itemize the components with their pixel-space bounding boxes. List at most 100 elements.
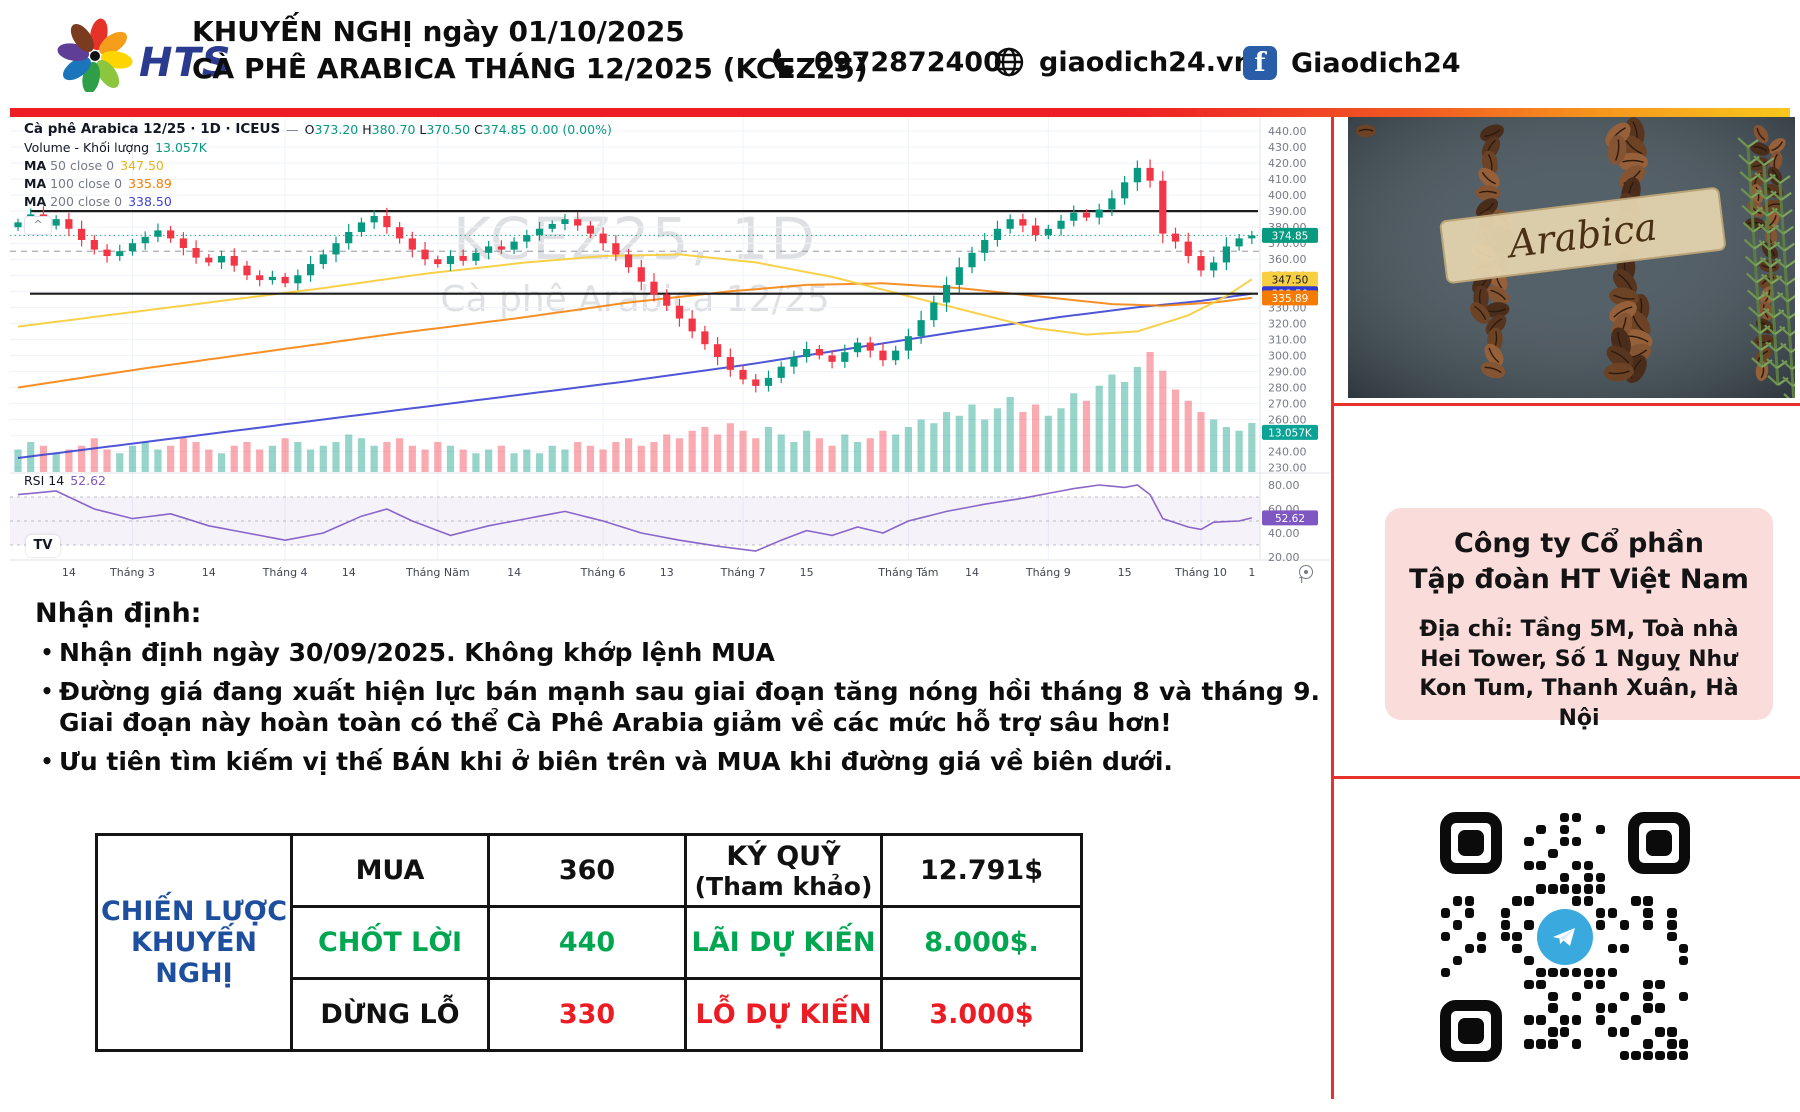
trading-chart[interactable]: KCEZ25, 1D Cà phê Arabica 12/25 440.00 43… <box>10 117 1330 583</box>
take-profit-value-cell: 440 <box>487 905 687 980</box>
ma100-line <box>17 282 1252 389</box>
svg-text:270.00: 270.00 <box>1268 398 1307 411</box>
ma200-label[interactable]: MA 200 close 0 <box>24 194 123 209</box>
svg-text:300.00: 300.00 <box>1268 349 1307 362</box>
chart-canvas[interactable]: 440.00430.00420.00410.00400.00390.00380.… <box>10 117 1330 583</box>
svg-text:410.00: 410.00 <box>1268 173 1307 186</box>
rsi-legend: RSI 14 52.62 <box>24 473 106 491</box>
company-address: Địa chỉ: Tầng 5M, Toà nhà Hei Tower, Số … <box>1419 616 1739 731</box>
svg-text:347.50: 347.50 <box>1272 274 1309 286</box>
svg-text:Tháng 4: Tháng 4 <box>262 566 308 579</box>
svg-text:280.00: 280.00 <box>1268 381 1307 394</box>
table-row: DỪNG LỖ 330 LỖ DỰ KIẾN 3.000$ <box>97 977 1083 1052</box>
svg-text:13: 13 <box>660 566 674 579</box>
svg-text:290.00: 290.00 <box>1268 365 1307 378</box>
rsi-line <box>17 484 1252 552</box>
svg-text:260.00: 260.00 <box>1268 414 1307 427</box>
telegram-icon <box>1537 909 1593 965</box>
website-contact[interactable]: giaodich24.vn <box>993 46 1253 78</box>
expected-profit-value-cell: 8.000$. <box>880 905 1083 980</box>
company-info-box: Công ty Cổ phần Tập đoàn HT Việt Nam Địa… <box>1385 508 1773 731</box>
ma200-line <box>17 292 1252 459</box>
strategy-table: CHIẾN LƯỢC KHUYẾN NGHỊ MUA 360 KÝ QUỸ (T… <box>95 833 1083 1052</box>
svg-text:400.00: 400.00 <box>1268 189 1307 202</box>
ma50-value: 347.50 <box>120 158 164 173</box>
company-name-2: Tập đoàn HT Việt Nam <box>1409 564 1749 596</box>
candlesticks <box>14 159 1256 393</box>
svg-text:320.00: 320.00 <box>1268 317 1307 330</box>
analysis-bullet-1: • Nhận định ngày 30/09/2025. Không khớp … <box>35 637 1320 669</box>
minimize-icon[interactable]: — <box>286 121 299 137</box>
website-url[interactable]: giaodich24.vn <box>1039 46 1253 78</box>
svg-text:360.00: 360.00 <box>1268 253 1307 266</box>
volume-label[interactable]: Volume - Khối lượng <box>24 140 150 155</box>
facebook-name[interactable]: Giaodich24 <box>1291 47 1461 79</box>
rsi-label[interactable]: RSI 14 <box>24 473 65 488</box>
vertical-red-divider <box>1331 117 1334 1099</box>
telegram-qr-code[interactable] <box>1440 812 1690 1062</box>
svg-text:230.00: 230.00 <box>1268 462 1307 475</box>
svg-text:14: 14 <box>342 566 356 579</box>
volume-value: 13.057K <box>155 140 207 155</box>
globe-icon <box>994 47 1024 77</box>
time-axis[interactable]: 14 Tháng 3 14 Tháng 4 14 Tháng Năm 14 Tháng 6 13… <box>62 566 1255 579</box>
svg-text:310.00: 310.00 <box>1268 333 1307 346</box>
rsi-value: 52.62 <box>70 473 106 488</box>
bullet-dot: • <box>40 640 54 664</box>
svg-text:15: 15 <box>800 566 814 579</box>
symbol-title[interactable]: Cà phê Arabica 12/25 · 1D · ICEUS <box>24 121 281 137</box>
phone-contact: 0972872400 <box>770 46 1002 78</box>
table-row: CHIẾN LƯỢC KHUYẾN NGHỊ MUA 360 KÝ QUỸ (T… <box>95 833 1083 1052</box>
tradingview-logo[interactable]: TV <box>26 535 60 557</box>
bullet-dot: • <box>40 748 54 773</box>
margin-value-cell: 12.791$ <box>880 833 1083 908</box>
stop-loss-value-cell: 330 <box>487 977 687 1052</box>
analysis-title: Nhận định: <box>35 598 202 629</box>
collapse-indicators-button[interactable]: ^ <box>24 216 52 235</box>
arabica-coffee-photo: Arabica <box>1348 117 1795 398</box>
chart-legend: Cà phê Arabica 12/25 · 1D · ICEUS — O373… <box>24 121 612 235</box>
strategy-header-cell: CHIẾN LƯỢC KHUYẾN NGHỊ <box>95 833 293 1052</box>
svg-text:Tháng 9: Tháng 9 <box>1025 566 1071 579</box>
page-title: KHUYẾN NGHỊ ngày 01/10/2025 CÀ PHÊ ARABI… <box>192 14 868 88</box>
hts-logo: HTS <box>55 10 245 92</box>
svg-text:Tháng 6: Tháng 6 <box>580 566 626 579</box>
svg-text:80.00: 80.00 <box>1268 479 1300 492</box>
ma50-label[interactable]: MA 50 close 0 <box>24 158 115 173</box>
entry-value-cell: 360 <box>487 833 687 908</box>
svg-text:15: 15 <box>1118 566 1132 579</box>
time-settings-icon[interactable] <box>1299 565 1313 579</box>
svg-text:440.00: 440.00 <box>1268 125 1307 138</box>
hts-flower-icon <box>57 18 133 92</box>
ma100-label[interactable]: MA 100 close 0 <box>24 176 123 191</box>
title-line-1: KHUYẾN NGHỊ ngày 01/10/2025 <box>192 15 685 48</box>
margin-label-cell: KÝ QUỸ (Tham khảo) <box>684 833 883 908</box>
svg-text:1: 1 <box>1248 566 1255 579</box>
volume-bars <box>14 352 1256 472</box>
svg-text:52.62: 52.62 <box>1275 513 1305 525</box>
ma200-value: 338.50 <box>128 194 172 209</box>
ma50-line <box>17 253 1253 336</box>
sidebar-divider-2 <box>1334 776 1800 779</box>
phone-icon <box>773 48 794 77</box>
ma100-value: 335.89 <box>128 176 172 191</box>
svg-text:14: 14 <box>62 566 76 579</box>
expected-loss-label-cell: LỖ DỰ KIẾN <box>684 977 883 1052</box>
facebook-contact[interactable]: f Giaodich24 <box>1243 46 1461 80</box>
grid <box>10 117 1260 560</box>
entry-label-cell: MUA <box>290 833 490 908</box>
svg-text:390.00: 390.00 <box>1268 205 1307 218</box>
take-profit-label-cell: CHỐT LỜI <box>290 905 490 980</box>
svg-text:Tháng 3: Tháng 3 <box>109 566 155 579</box>
svg-text:430.00: 430.00 <box>1268 141 1307 154</box>
phone-number: 0972872400 <box>814 46 1002 78</box>
arabica-banner: Arabica <box>1439 187 1726 284</box>
svg-text:240.00: 240.00 <box>1268 446 1307 459</box>
sidebar-divider-1 <box>1334 403 1800 406</box>
expected-loss-value-cell: 3.000$ <box>880 977 1083 1052</box>
facebook-icon[interactable]: f <box>1243 46 1277 80</box>
svg-text:1: 1 <box>1298 575 1305 583</box>
analysis-bullet-2: • Đường giá đang xuất hiện lực bán mạnh … <box>35 676 1320 739</box>
